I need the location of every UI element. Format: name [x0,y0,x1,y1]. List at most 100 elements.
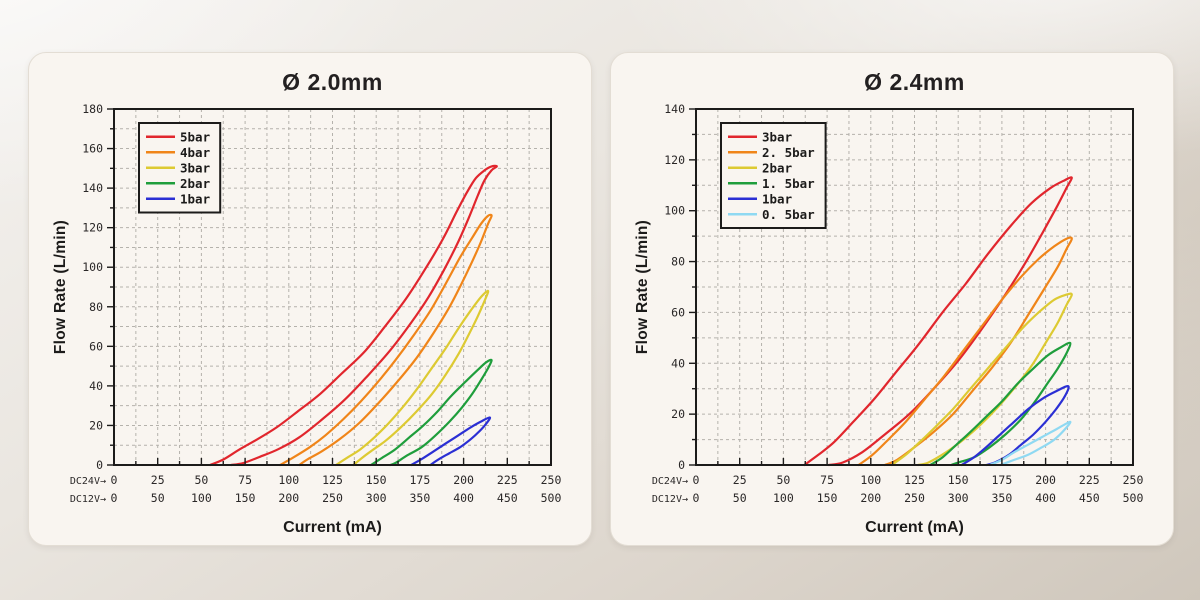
series-15bar [929,341,1072,467]
svg-text:250: 250 [904,491,925,505]
series-3bar [803,176,1073,467]
svg-text:0: 0 [96,458,103,472]
svg-text:50: 50 [733,491,747,505]
svg-text:DC24V→: DC24V→ [70,476,106,487]
svg-text:40: 40 [89,379,103,393]
svg-text:300: 300 [366,491,387,505]
svg-text:450: 450 [497,491,518,505]
chart-plot-2.0mm: 0 20 40 60 80 100 120 140 160 180 DC24V→ 0 25 50 75 100… [52,102,562,536]
legend-item-1bar: 1bar [146,191,211,206]
svg-text:200: 200 [860,491,881,505]
svg-text:125: 125 [322,473,343,487]
series-3bar [334,289,490,467]
chart-plot-2.4mm: 0 20 40 60 80 100 120 140 DC24V→ 0 25 50 75 100 125 150… [634,102,1144,536]
legend-item-25bar: 2. 5bar [728,145,815,160]
chart-card-2.4mm: Ø 2.4mm 0 20 40 60 80 100 120 140 DC24V→ 0 25 50 75 1… [610,52,1174,546]
legend-label: 2bar [180,176,211,191]
svg-text:350: 350 [410,491,431,505]
svg-text:140: 140 [82,181,103,195]
svg-text:75: 75 [238,473,252,487]
svg-text:100: 100 [773,491,794,505]
series-group [803,176,1073,467]
legend-label: 5bar [180,129,211,144]
svg-text:500: 500 [1123,491,1144,505]
svg-text:150: 150 [948,473,969,487]
y-tick-labels: 0 20 40 60 80 100 120 140 [664,102,685,472]
series-25bar [857,236,1073,467]
svg-text:0: 0 [111,491,118,505]
svg-text:80: 80 [671,255,685,269]
svg-text:250: 250 [322,491,343,505]
series-group [209,164,498,467]
legend-item-2bar: 2bar [728,160,793,175]
svg-text:400: 400 [1035,491,1056,505]
svg-text:60: 60 [671,305,685,319]
svg-text:50: 50 [151,491,165,505]
svg-text:40: 40 [671,356,685,370]
legend-label: 0. 5bar [762,207,815,222]
x-tick-row-1: DC24V→ 0 25 50 75 100 125 150 175 200 225 250 [652,473,1144,487]
svg-text:DC12V→: DC12V→ [70,494,106,505]
svg-text:20: 20 [89,418,103,432]
svg-text:0: 0 [678,458,685,472]
svg-text:200: 200 [278,491,299,505]
y-axis-title: Flow Rate (L/min) [52,220,69,354]
svg-text:500: 500 [541,491,562,505]
y-tick-labels: 0 20 40 60 80 100 120 140 160 180 [82,102,103,472]
svg-text:400: 400 [453,491,474,505]
svg-text:200: 200 [453,473,474,487]
legend-item-3bar: 3bar [728,129,793,144]
svg-text:0: 0 [693,491,700,505]
svg-text:60: 60 [89,339,103,353]
svg-text:160: 160 [82,142,103,156]
y-axis-title: Flow Rate (L/min) [634,220,651,354]
svg-text:100: 100 [191,491,212,505]
svg-text:100: 100 [860,473,881,487]
svg-text:20: 20 [671,407,685,421]
svg-text:50: 50 [194,473,208,487]
svg-text:200: 200 [1035,473,1056,487]
legend-item-1bar: 1bar [728,191,793,206]
legend-item-5bar: 5bar [146,129,211,144]
x-axis-title: Current (mA) [283,519,382,536]
svg-text:DC24V→: DC24V→ [652,476,688,487]
legend-item-2bar: 2bar [146,176,211,191]
svg-text:80: 80 [89,300,103,314]
series-1bar [410,416,492,467]
legend-item-05bar: 0. 5bar [728,207,815,222]
svg-text:0: 0 [693,473,700,487]
svg-text:120: 120 [664,153,685,167]
svg-text:25: 25 [733,473,747,487]
x-tick-row-2: DC12V→ 0 50 100 150 200 250 300 350 400 450 500 [652,491,1144,505]
series-1bar [960,384,1070,467]
svg-text:100: 100 [664,204,685,218]
svg-text:75: 75 [820,473,834,487]
legend-label: 1. 5bar [762,176,815,191]
svg-text:DC12V→: DC12V→ [652,494,688,505]
series-4bar [278,213,493,467]
legend-item-3bar: 3bar [146,160,211,175]
legend-item-15bar: 1. 5bar [728,176,815,191]
axis-ticks [107,108,552,466]
legend-label: 2bar [762,160,793,175]
svg-text:150: 150 [235,491,256,505]
legend-label: 1bar [762,191,793,206]
chart-title-2.0mm: Ø 2.0mm [282,69,383,95]
legend-label: 3bar [762,129,793,144]
legend-label: 1bar [180,191,211,206]
series-05bar [988,420,1072,467]
chart-title-2.4mm: Ø 2.4mm [864,69,965,95]
svg-text:150: 150 [366,473,387,487]
svg-text:50: 50 [776,473,790,487]
chart-card-2.0mm: Ø 2.0mm 0 20 40 60 80 100 120 140 160 180 DC24V→ 0 2… [28,52,592,546]
axis-ticks [689,108,1134,466]
svg-text:100: 100 [278,473,299,487]
svg-text:175: 175 [410,473,431,487]
svg-text:450: 450 [1079,491,1100,505]
x-axis-title: Current (mA) [865,519,964,536]
svg-text:225: 225 [497,473,518,487]
svg-text:0: 0 [111,473,118,487]
